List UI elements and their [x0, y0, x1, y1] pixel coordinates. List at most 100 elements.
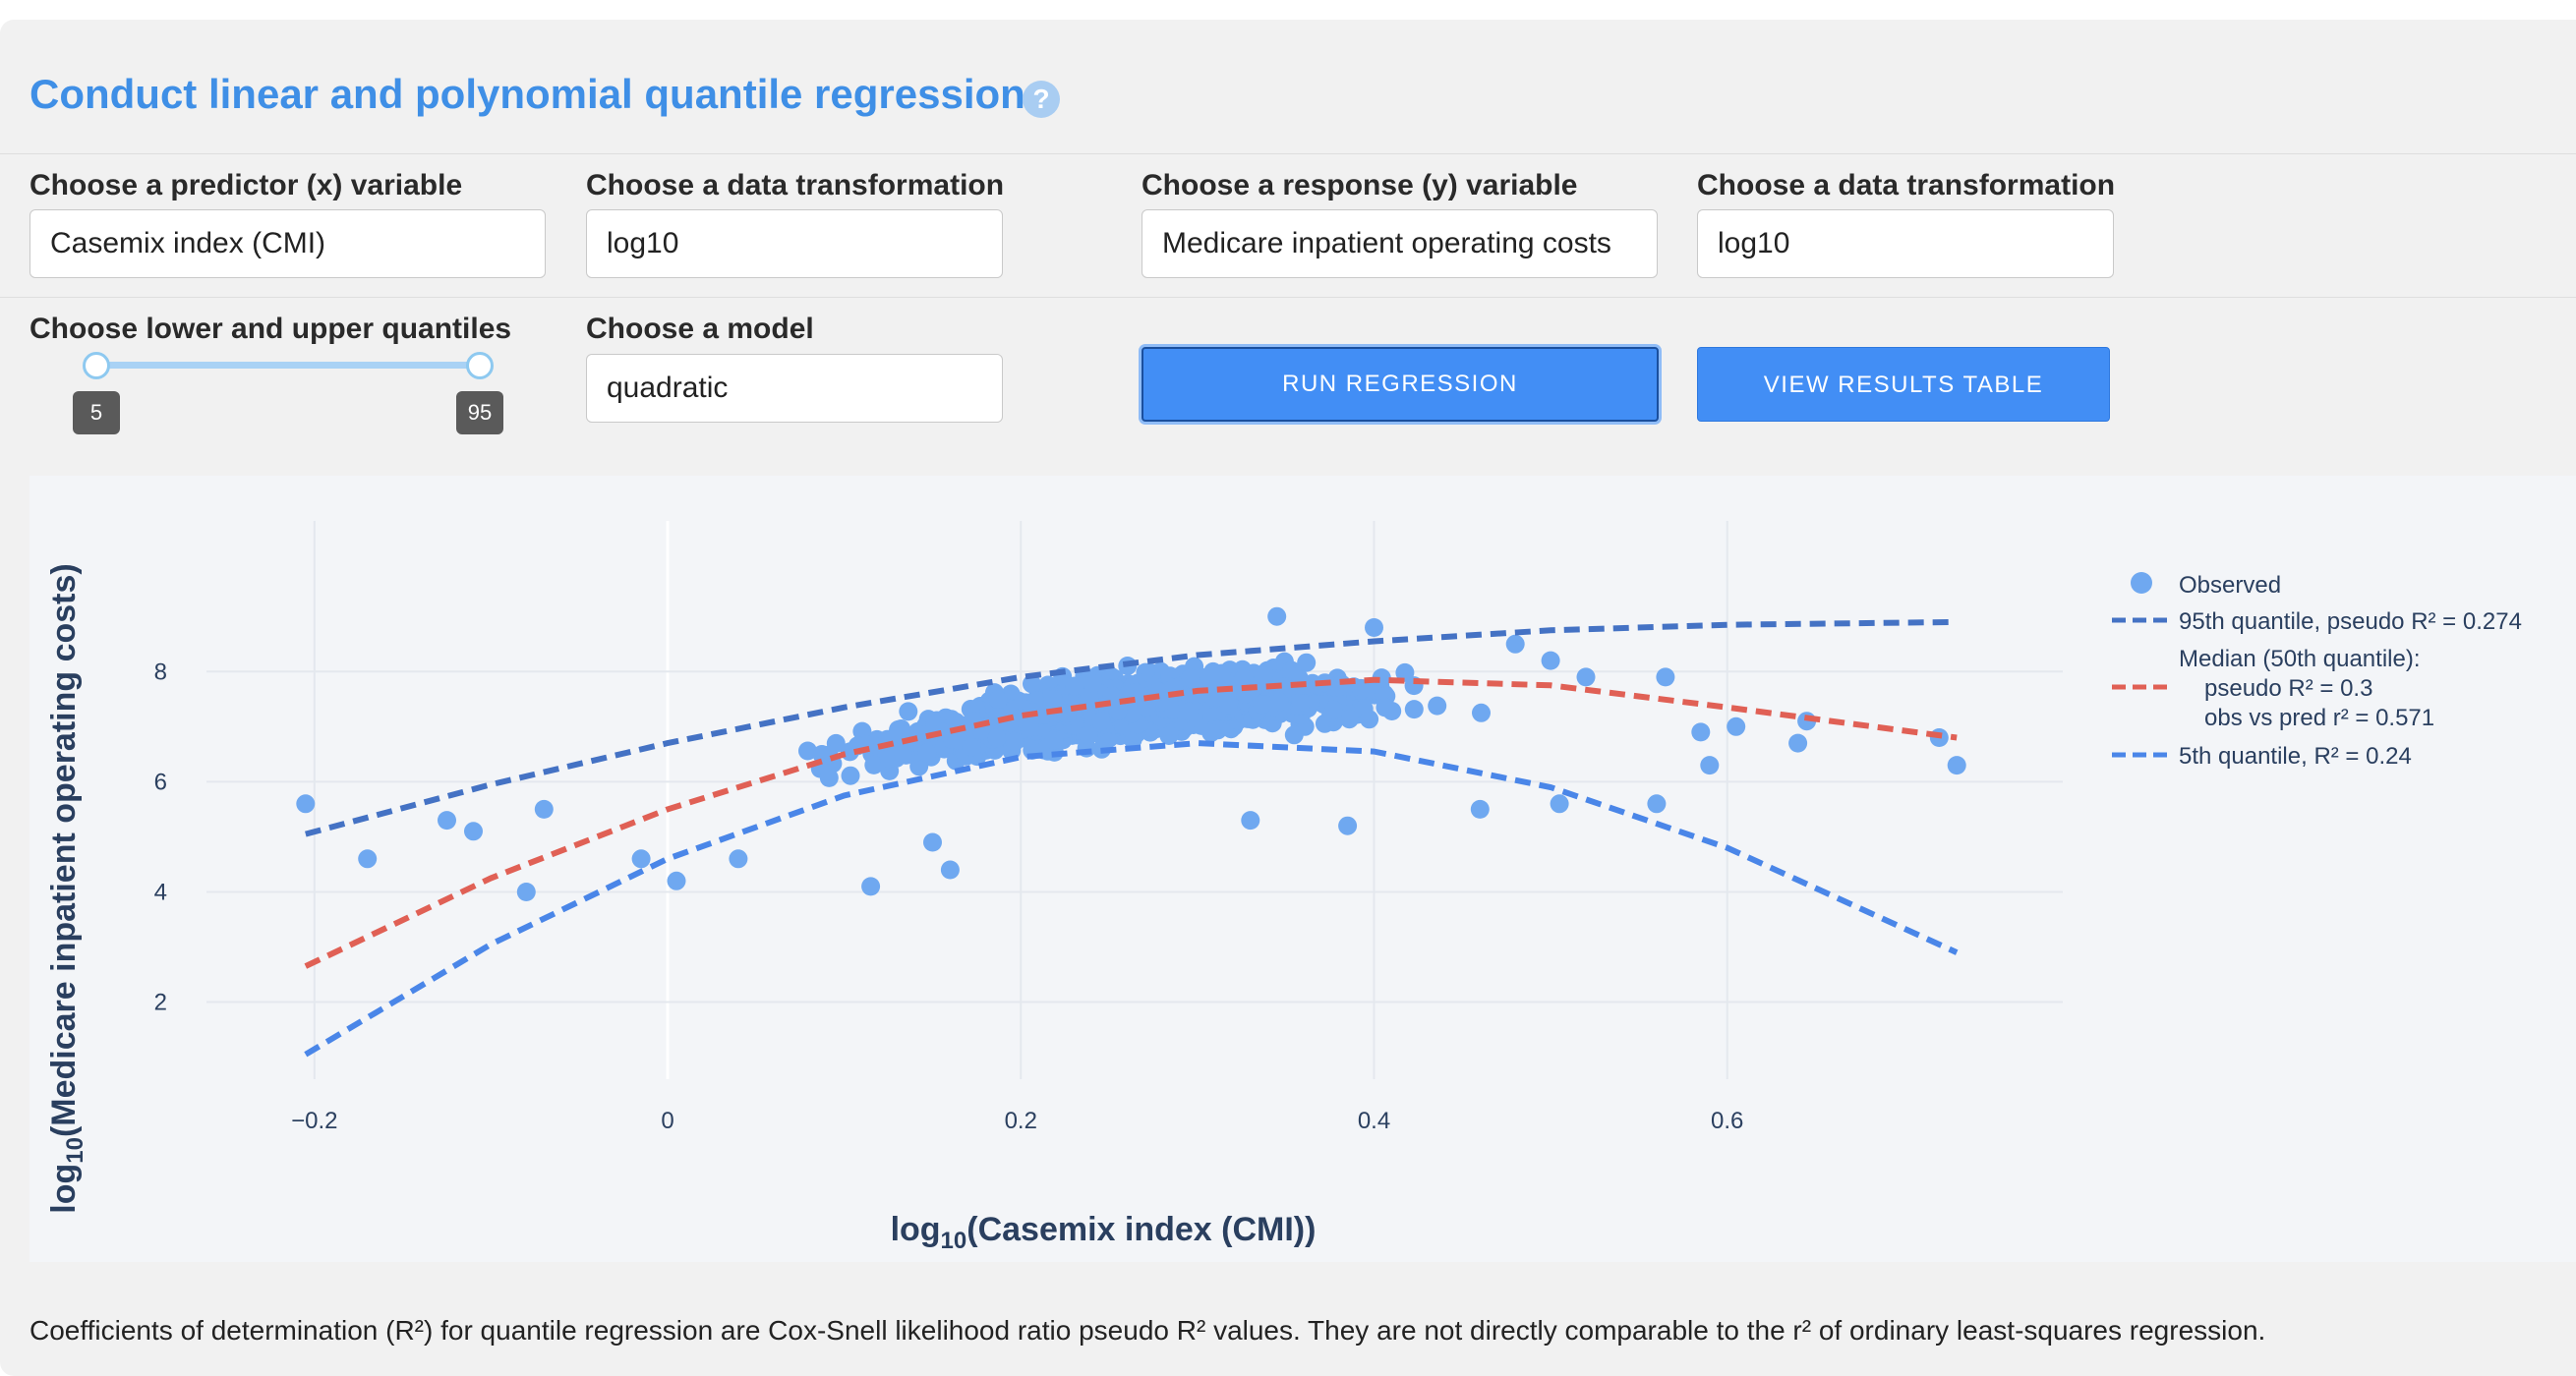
- observed-point: [516, 883, 536, 901]
- legend-observed-marker: [2131, 572, 2152, 594]
- observed-point: [1472, 703, 1491, 722]
- y-axis-title: log10(Medicare inpatient operating costs…: [45, 563, 88, 1213]
- response-label: Choose a response (y) variable: [1142, 169, 1578, 201]
- observed-point: [1576, 667, 1596, 687]
- observed-point: [861, 877, 881, 896]
- q05-line: [304, 740, 1959, 1058]
- observed-point: [1647, 794, 1667, 814]
- y-transform-select[interactable]: log10: [1697, 209, 2114, 278]
- y-tick-label: 2: [154, 990, 167, 1016]
- observed-point: [1254, 665, 1273, 685]
- observed-point: [1550, 794, 1569, 814]
- observed-point: [819, 768, 839, 787]
- observed-point: [1339, 710, 1359, 729]
- upper-quantile-handle[interactable]: [466, 352, 494, 379]
- observed-point: [534, 799, 554, 819]
- observed-point: [1180, 702, 1199, 721]
- lower-quantile-handle[interactable]: [83, 352, 110, 379]
- observed-point: [899, 702, 918, 721]
- legend-q95: 95th quantile, pseudo R² = 0.274: [2179, 608, 2522, 635]
- observed-point: [1428, 696, 1447, 716]
- observed-point: [1219, 695, 1238, 715]
- observed-point: [864, 755, 884, 774]
- chart-svg: −0.2 0 0.2 0.4 0.6 2 4 6 8 log10(Medicare inpati…: [45, 521, 2522, 1254]
- x-tick-label: 0.4: [1358, 1108, 1390, 1134]
- observed-point: [1043, 689, 1063, 709]
- observed-point: [1253, 695, 1272, 715]
- observed-point: [1291, 693, 1311, 712]
- divider: [0, 297, 2576, 298]
- model-select[interactable]: quadratic: [586, 354, 1003, 423]
- chart-legend: Observed 95th quantile, pseudo R² = 0.27…: [2112, 572, 2522, 770]
- observed-point: [1137, 698, 1156, 717]
- observed-point: [1091, 712, 1111, 731]
- observed-point: [1404, 700, 1424, 719]
- observed-point: [1324, 700, 1343, 719]
- y-tick-label: 8: [154, 659, 167, 685]
- observed-point: [1079, 725, 1098, 745]
- observed-point: [1044, 730, 1064, 750]
- response-select[interactable]: Medicare inpatient operating costs: [1142, 209, 1658, 278]
- observed-point: [1376, 698, 1395, 717]
- observed-point: [358, 849, 378, 869]
- legend-q05: 5th quantile, R² = 0.24: [2179, 743, 2412, 770]
- observed-point: [631, 849, 651, 869]
- observed-point: [940, 860, 960, 880]
- view-results-table-button[interactable]: VIEW RESULTS TABLE: [1697, 347, 2110, 422]
- observed-point: [464, 822, 483, 841]
- observed-point: [1020, 717, 1039, 737]
- x-tick-label: 0.6: [1711, 1108, 1743, 1134]
- observed-point: [296, 794, 316, 814]
- model-label: Choose a model: [586, 313, 814, 345]
- observed-point: [987, 728, 1007, 748]
- observed-point: [438, 811, 456, 831]
- observed-point: [1360, 710, 1379, 729]
- observed-point: [798, 741, 817, 761]
- y-transform-label: Choose a data transformation: [1697, 169, 2116, 201]
- observed-point: [1212, 663, 1232, 683]
- observed-point: [1470, 799, 1490, 819]
- help-icon[interactable]: ?: [1023, 81, 1060, 118]
- observed-point: [1727, 717, 1746, 736]
- x-transform-label: Choose a data transformation: [586, 169, 1005, 201]
- grid: [206, 521, 2063, 1079]
- x-tick-label: 0: [661, 1108, 673, 1134]
- observed-point: [1338, 816, 1358, 835]
- observed-point: [729, 849, 748, 869]
- observed-point: [917, 743, 937, 763]
- quantiles-label: Choose lower and upper quantiles: [29, 313, 512, 345]
- predictor-select[interactable]: Casemix index (CMI): [29, 209, 546, 278]
- observed-point: [1700, 756, 1720, 775]
- observed-point: [1691, 722, 1711, 742]
- observed-point: [1122, 704, 1142, 723]
- axis-ticks: −0.2 0 0.2 0.4 0.6 2 4 6 8: [154, 659, 1744, 1134]
- observed-point: [923, 832, 942, 852]
- x-transform-select[interactable]: log10: [586, 209, 1003, 278]
- footnote: Coefficients of determination (R²) for q…: [29, 1315, 2266, 1346]
- observed-point: [1297, 653, 1317, 672]
- run-regression-button[interactable]: RUN REGRESSION: [1142, 347, 1659, 422]
- page-title: Conduct linear and polynomial quantile r…: [29, 71, 1025, 117]
- legend-observed: Observed: [2179, 572, 2281, 599]
- observed-point: [1241, 811, 1260, 831]
- predictor-label: Choose a predictor (x) variable: [29, 169, 463, 201]
- observed-point: [962, 737, 981, 757]
- observed-point: [1788, 733, 1808, 753]
- observed-point: [1395, 662, 1415, 682]
- regression-chart: −0.2 0 0.2 0.4 0.6 2 4 6 8 log10(Medicare inpati…: [29, 476, 2576, 1262]
- observed-point: [988, 690, 1008, 710]
- quantile-range-slider[interactable]: [94, 362, 480, 369]
- x-tick-label: 0.2: [1005, 1108, 1037, 1134]
- y-tick-label: 4: [154, 879, 167, 905]
- observed-points: [296, 606, 1966, 901]
- median-line: [304, 676, 1958, 969]
- observed-point: [667, 871, 686, 890]
- quantile-lines: [304, 618, 1959, 1058]
- x-axis-title: log10(Casemix index (CMI)): [891, 1211, 1317, 1254]
- observed-point: [1201, 723, 1221, 742]
- observed-point: [1083, 674, 1102, 693]
- upper-quantile-value: 95: [456, 391, 503, 434]
- observed-point: [1354, 679, 1374, 699]
- lower-quantile-value: 5: [73, 391, 120, 434]
- observed-point: [1005, 732, 1025, 752]
